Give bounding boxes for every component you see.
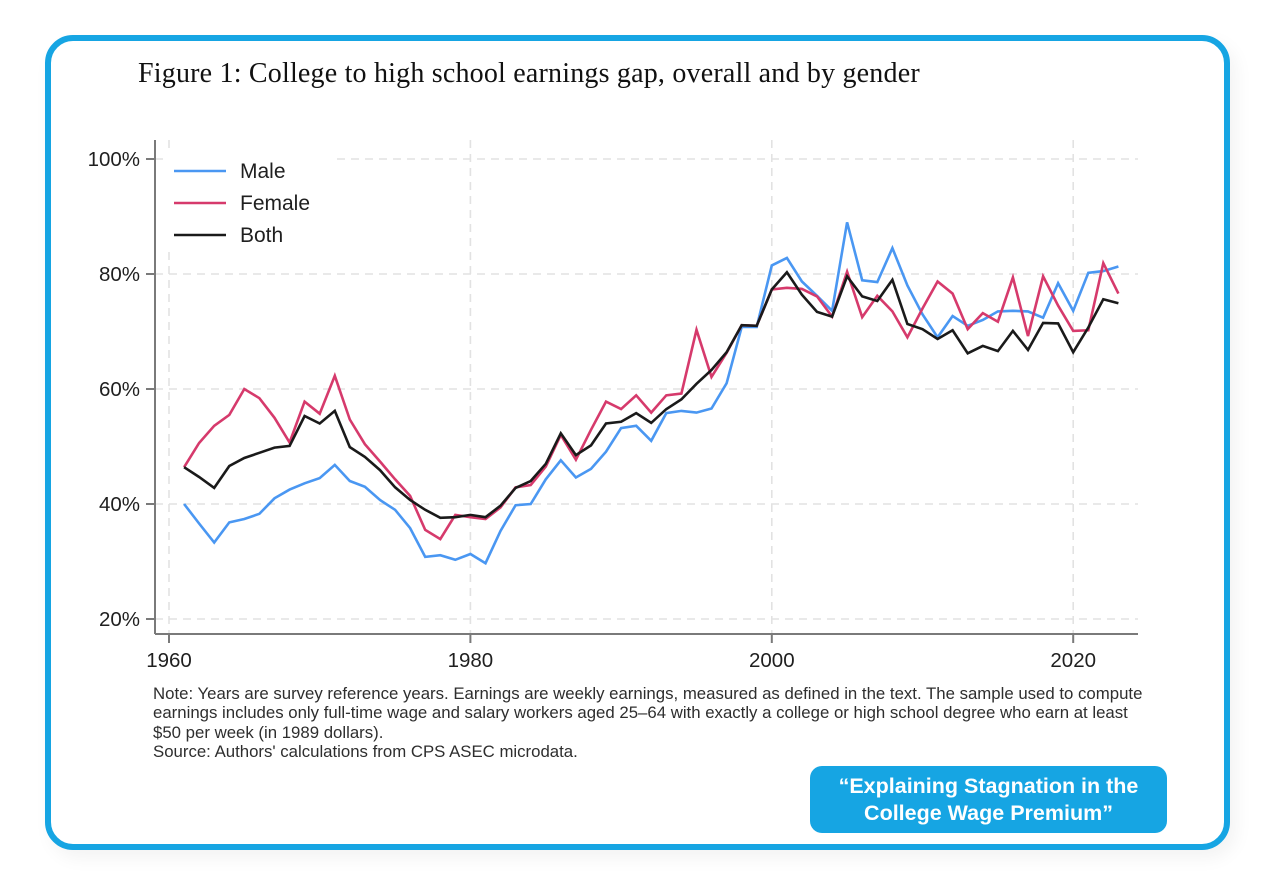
figure-title: Figure 1: College to high school earning… xyxy=(138,58,920,89)
note-text: Note: Years are survey reference years. … xyxy=(153,684,1143,742)
svg-text:100%: 100% xyxy=(88,148,140,171)
svg-text:1980: 1980 xyxy=(448,649,494,672)
svg-text:80%: 80% xyxy=(99,263,140,286)
svg-text:Male: Male xyxy=(240,160,286,183)
svg-text:60%: 60% xyxy=(99,378,140,401)
svg-text:2000: 2000 xyxy=(749,649,795,672)
svg-text:Both: Both xyxy=(240,224,283,247)
badge-title-line1: “Explaining Stagnation in the xyxy=(838,773,1139,798)
svg-text:40%: 40% xyxy=(99,493,140,516)
svg-text:1960: 1960 xyxy=(146,649,192,672)
svg-text:Female: Female xyxy=(240,192,310,215)
source-text: Source: Authors' calculations from CPS A… xyxy=(153,742,578,762)
figure-notes: Note: Years are survey reference years. … xyxy=(153,684,1143,762)
badge-title-line2: College Wage Premium” xyxy=(864,800,1113,825)
paper-title-badge: “Explaining Stagnation in the College Wa… xyxy=(810,766,1167,833)
svg-text:2020: 2020 xyxy=(1050,649,1096,672)
svg-text:20%: 20% xyxy=(99,608,140,631)
card-frame xyxy=(45,35,1230,850)
